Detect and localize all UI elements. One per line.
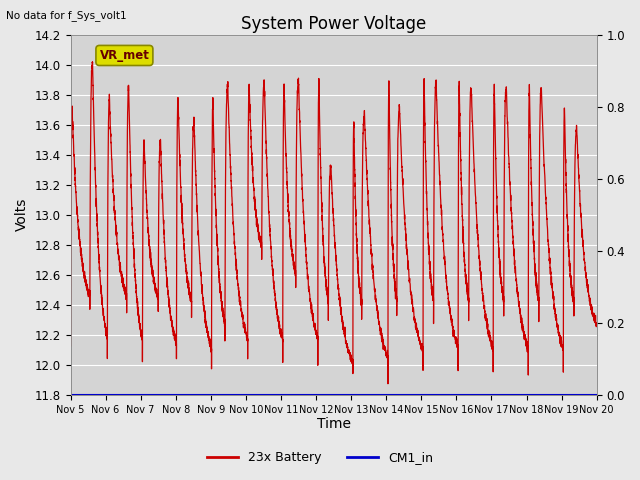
X-axis label: Time: Time bbox=[317, 418, 351, 432]
Text: No data for f_Sys_volt1: No data for f_Sys_volt1 bbox=[6, 10, 127, 21]
Text: VR_met: VR_met bbox=[99, 49, 149, 62]
Y-axis label: Volts: Volts bbox=[15, 198, 29, 231]
Title: System Power Voltage: System Power Voltage bbox=[241, 15, 426, 33]
Legend: 23x Battery, CM1_in: 23x Battery, CM1_in bbox=[202, 446, 438, 469]
